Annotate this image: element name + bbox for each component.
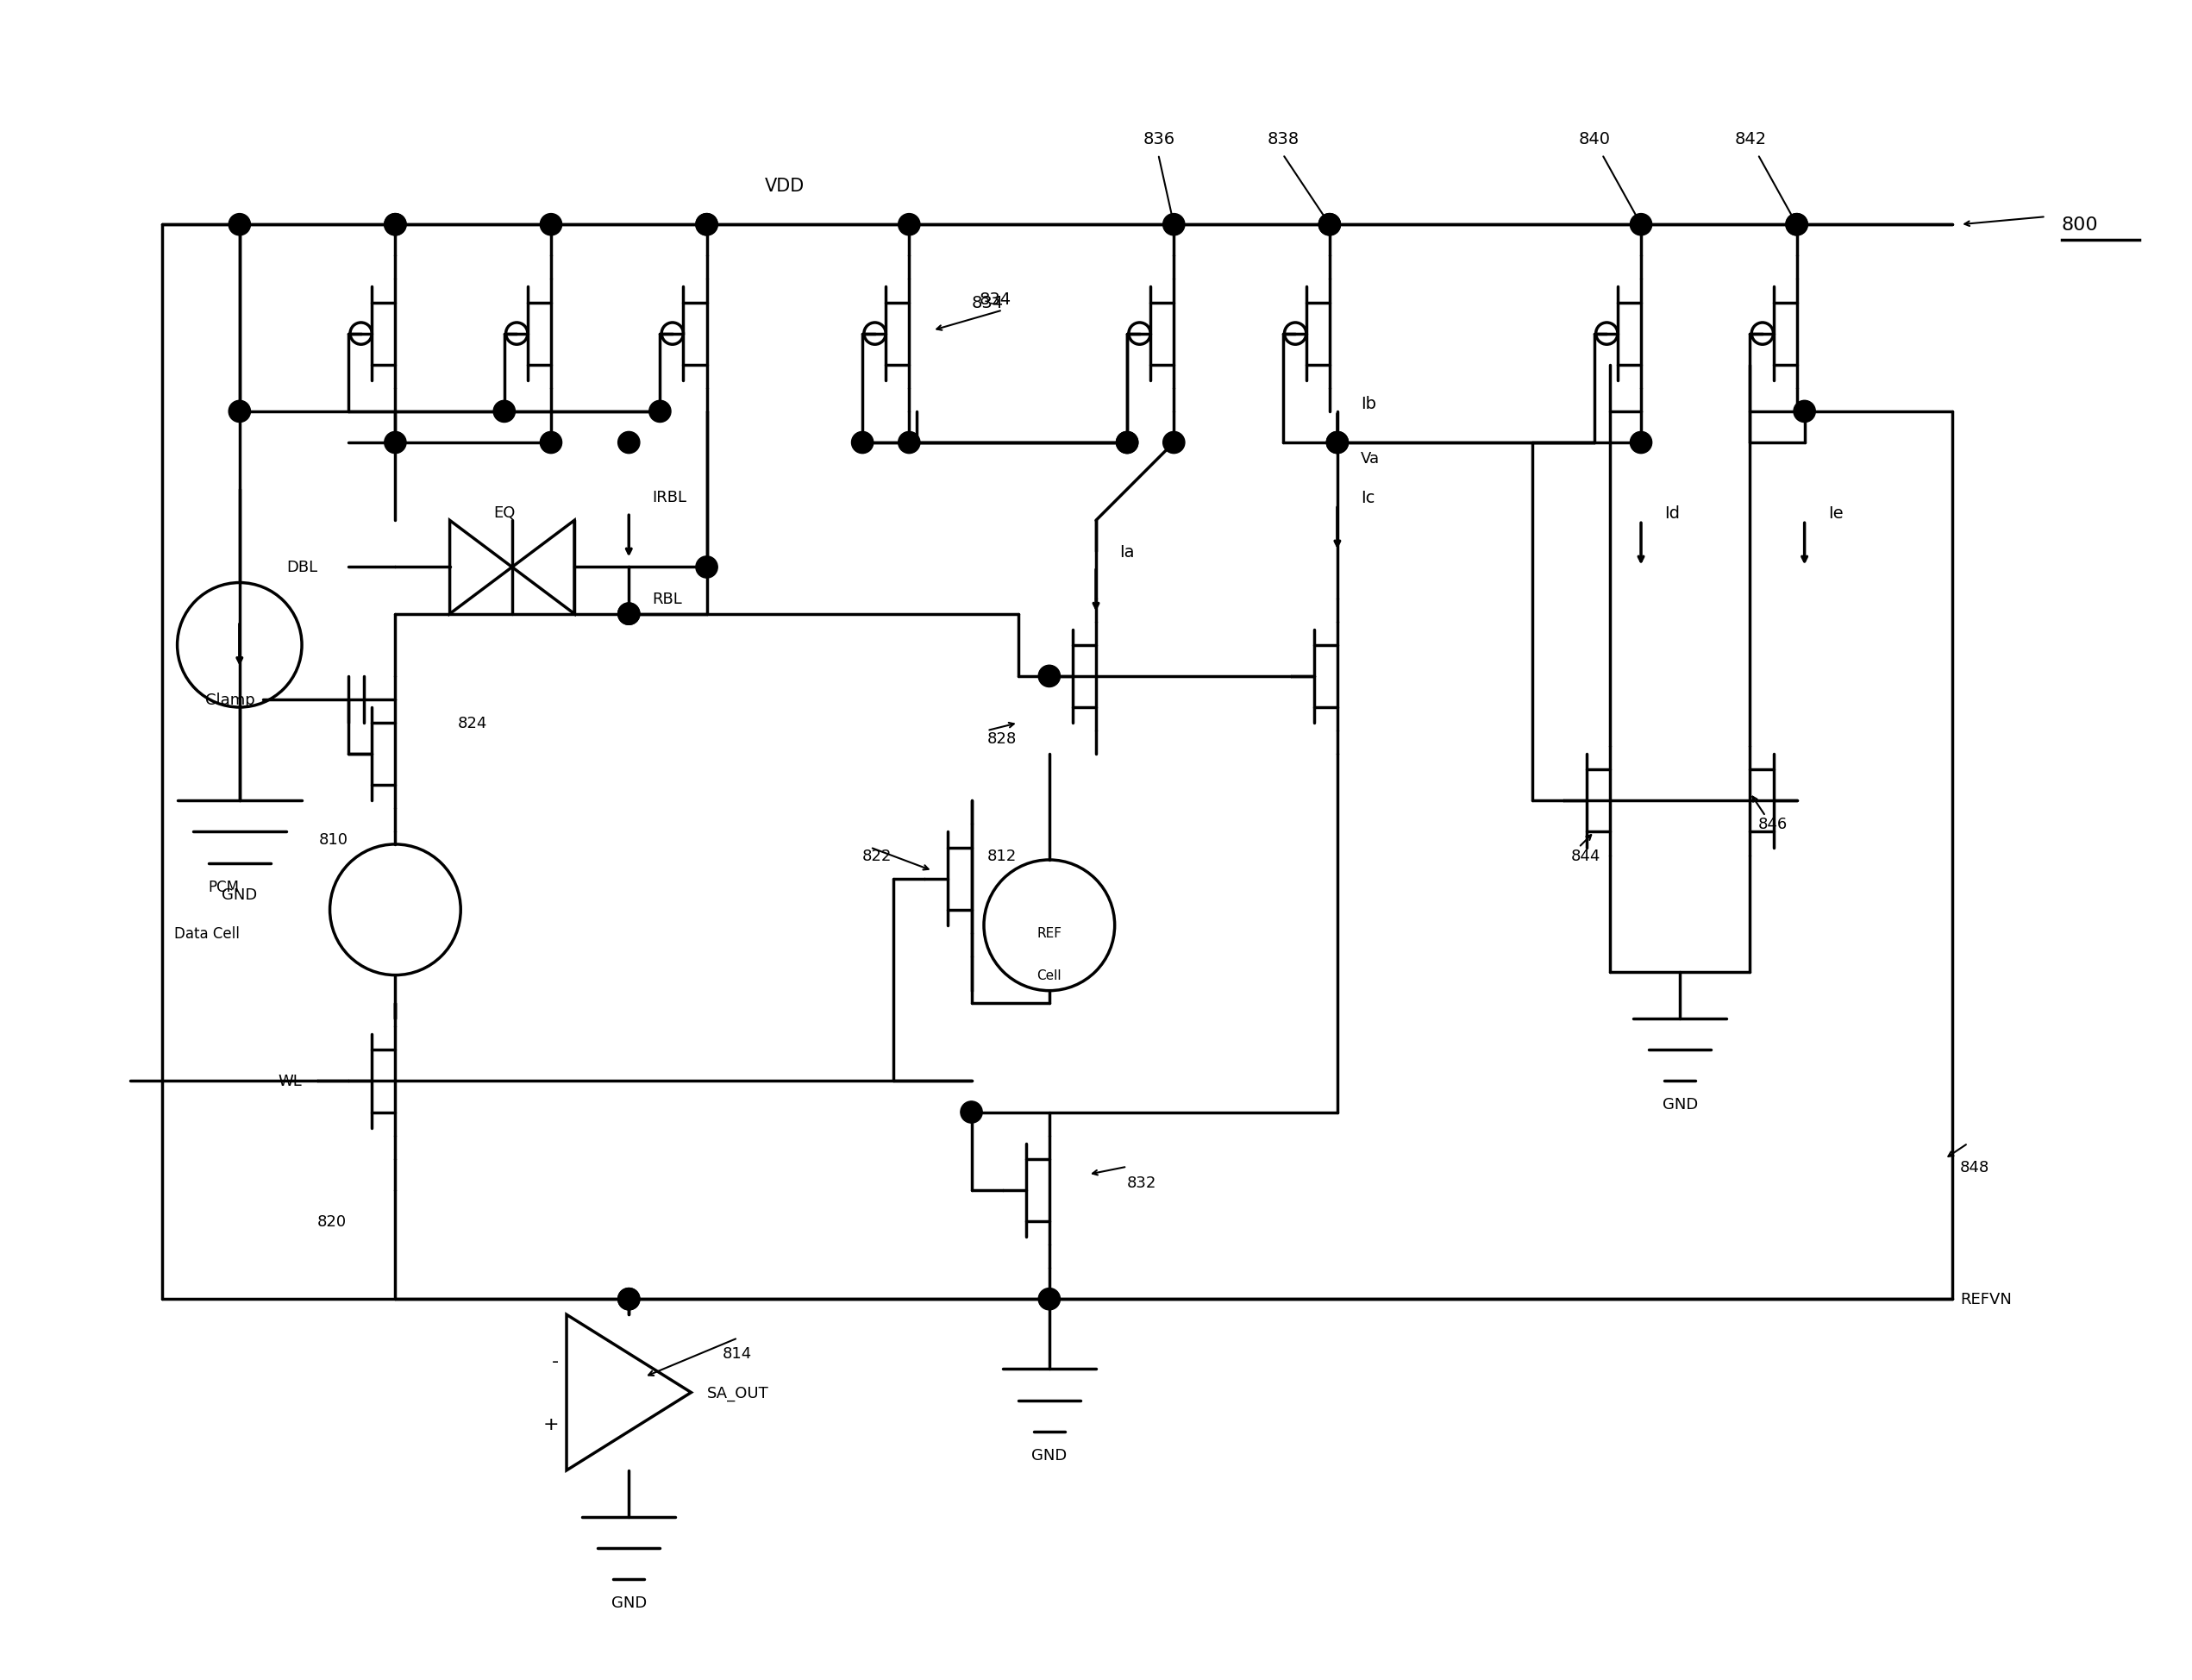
Circle shape <box>649 402 671 423</box>
Text: EQ: EQ <box>493 506 515 521</box>
Text: 848: 848 <box>1960 1159 1990 1174</box>
Text: 828: 828 <box>986 731 1017 746</box>
Text: 800: 800 <box>2060 217 2098 234</box>
Circle shape <box>618 603 640 625</box>
Circle shape <box>1116 432 1138 454</box>
Text: REF: REF <box>1037 927 1061 939</box>
Circle shape <box>695 556 717 578</box>
Circle shape <box>1164 215 1184 237</box>
Circle shape <box>618 603 640 625</box>
Text: -: - <box>552 1352 559 1371</box>
Circle shape <box>539 432 561 454</box>
Circle shape <box>384 215 406 237</box>
Circle shape <box>1039 665 1061 687</box>
Circle shape <box>1631 215 1653 237</box>
Circle shape <box>228 402 250 423</box>
Circle shape <box>1786 215 1808 237</box>
Circle shape <box>695 215 717 237</box>
Text: Cell: Cell <box>1037 969 1061 981</box>
Circle shape <box>384 215 406 237</box>
Text: GND: GND <box>221 887 256 902</box>
Text: 810: 810 <box>320 832 349 848</box>
Text: 840: 840 <box>1578 131 1611 148</box>
Circle shape <box>618 432 640 454</box>
Text: 812: 812 <box>986 848 1017 864</box>
Circle shape <box>1326 432 1348 454</box>
Circle shape <box>899 215 921 237</box>
Circle shape <box>618 1289 640 1310</box>
Circle shape <box>1320 215 1342 237</box>
Text: 834: 834 <box>971 294 1004 311</box>
Circle shape <box>1164 432 1184 454</box>
Text: 832: 832 <box>1127 1174 1157 1189</box>
Circle shape <box>1116 432 1138 454</box>
Text: Data Cell: Data Cell <box>173 926 239 941</box>
Circle shape <box>1320 215 1342 237</box>
Circle shape <box>850 432 872 454</box>
Text: WL: WL <box>278 1074 302 1089</box>
Text: 824: 824 <box>458 716 487 731</box>
Text: Ib: Ib <box>1361 396 1377 412</box>
Circle shape <box>1039 1289 1061 1310</box>
Circle shape <box>618 1289 640 1310</box>
Circle shape <box>228 215 250 237</box>
Text: GND: GND <box>1032 1446 1068 1463</box>
Text: Ic: Ic <box>1361 489 1374 506</box>
Text: Ia: Ia <box>1120 544 1135 559</box>
Text: IRBL: IRBL <box>653 491 686 506</box>
Text: 844: 844 <box>1572 848 1600 864</box>
Text: PCM: PCM <box>208 879 239 894</box>
Circle shape <box>1326 432 1348 454</box>
Text: DBL: DBL <box>287 559 318 575</box>
Text: Va: Va <box>1361 450 1379 467</box>
Text: Id: Id <box>1664 506 1679 521</box>
Text: SA_OUT: SA_OUT <box>706 1384 769 1401</box>
Text: VDD: VDD <box>765 178 804 195</box>
Circle shape <box>1631 432 1653 454</box>
Circle shape <box>1793 402 1815 423</box>
Text: 834: 834 <box>980 292 1011 307</box>
Text: 822: 822 <box>861 848 892 864</box>
Circle shape <box>960 1102 982 1124</box>
Text: Ie: Ie <box>1828 506 1843 521</box>
Text: 814: 814 <box>723 1346 752 1361</box>
Circle shape <box>539 215 561 237</box>
Text: 838: 838 <box>1267 131 1300 148</box>
Text: RBL: RBL <box>653 591 682 606</box>
Circle shape <box>695 215 717 237</box>
Text: Clamp: Clamp <box>206 692 254 707</box>
Circle shape <box>899 432 921 454</box>
Text: 836: 836 <box>1142 131 1175 148</box>
Circle shape <box>1786 215 1808 237</box>
Text: 842: 842 <box>1734 131 1767 148</box>
Text: GND: GND <box>1662 1097 1699 1112</box>
Text: REFVN: REFVN <box>1960 1292 2012 1307</box>
Text: 846: 846 <box>1758 816 1786 832</box>
Text: GND: GND <box>612 1594 647 1611</box>
Circle shape <box>384 432 406 454</box>
Circle shape <box>493 402 515 423</box>
Text: +: + <box>544 1415 559 1433</box>
Text: 820: 820 <box>318 1213 346 1230</box>
